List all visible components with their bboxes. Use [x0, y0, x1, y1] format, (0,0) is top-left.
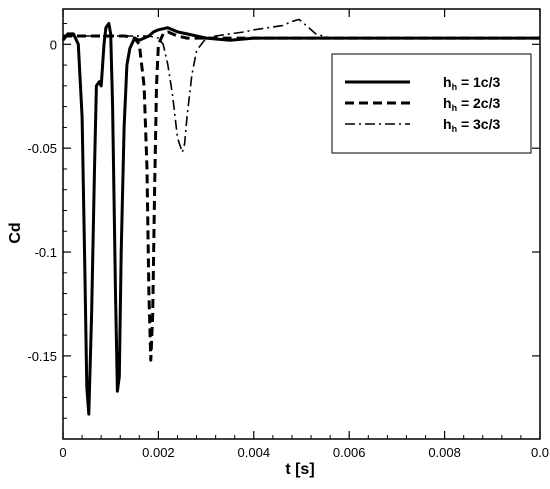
x-tick-label: 0 — [59, 445, 66, 460]
x-tick-label: 0.008 — [428, 445, 461, 460]
series-line-1 — [61, 22, 540, 416]
tick-layer: 0 0.002 0.004 0.006 0.008 0.0 0 -0.05 -0.1 -0.15 — [27, 9, 549, 460]
x-tick-label: 0.002 — [142, 445, 175, 460]
y-tick-label: 0 — [50, 37, 57, 52]
y-tick-label: -0.15 — [27, 349, 57, 364]
x-tick-label: 0.0 — [531, 445, 549, 460]
x-tick-label: 0.004 — [238, 445, 271, 460]
series-layer — [61, 18, 540, 416]
y-tick-label: -0.05 — [27, 141, 57, 156]
y-axis-title: Cd — [7, 222, 24, 243]
x-tick-label: 0.006 — [333, 445, 366, 460]
x-axis-title: t [s] — [285, 461, 314, 478]
legend: hh = 1c/3 hh = 2c/3 hh = 3c/3 — [331, 53, 532, 154]
legend-label-3: hh = 3c/3 — [443, 116, 500, 134]
legend-label-2: hh = 2c/3 — [443, 95, 500, 113]
y-tick-label: -0.1 — [35, 245, 57, 260]
plot-frame — [62, 8, 541, 440]
legend-label-1: hh = 1c/3 — [443, 74, 500, 92]
series-line-3 — [63, 18, 540, 154]
